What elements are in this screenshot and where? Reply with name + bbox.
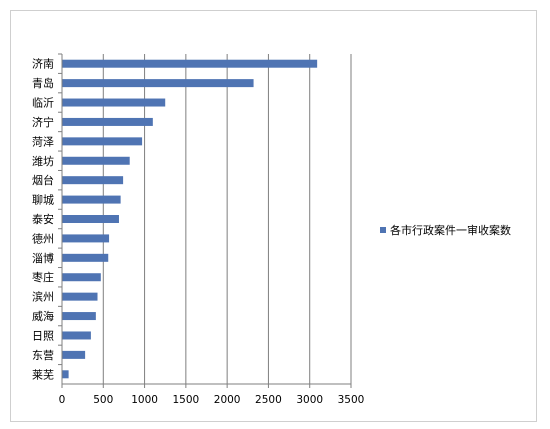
bar-12 <box>62 292 98 301</box>
bar-10 <box>62 253 109 262</box>
axes <box>58 53 352 388</box>
category-label: 日照 <box>32 329 54 342</box>
x-tick-label: 1000 <box>131 394 158 406</box>
legend-swatch <box>380 227 386 233</box>
bar-4 <box>62 137 143 146</box>
bar-2 <box>62 98 166 107</box>
bar-15 <box>62 350 86 359</box>
category-label: 莱芜 <box>32 367 54 381</box>
x-tick-labels: 0 500 1000 1500 2000 2500 3000 3500 <box>59 394 365 406</box>
category-label: 青岛 <box>32 76 54 90</box>
bar-11 <box>62 273 101 282</box>
x-tick-label: 0 <box>59 394 66 406</box>
bar-1 <box>62 79 254 88</box>
x-tick-label: 2500 <box>255 394 282 406</box>
bar-13 <box>62 312 96 321</box>
bar-9 <box>62 234 110 243</box>
bar-6 <box>62 176 124 185</box>
category-label: 临沂 <box>32 96 54 110</box>
category-label: 聊城 <box>32 193 54 207</box>
x-tick-label: 500 <box>93 394 113 406</box>
category-label: 枣庄 <box>32 270 54 284</box>
category-label: 潍坊 <box>32 154 54 168</box>
bar-5 <box>62 156 130 165</box>
category-label: 菏泽 <box>32 135 54 148</box>
category-label: 烟台 <box>32 173 54 187</box>
category-label: 泰安 <box>32 212 54 226</box>
bar-14 <box>62 331 91 340</box>
bar-0 <box>62 59 318 68</box>
legend-label: 各市行政案件一审收案数 <box>390 223 511 237</box>
category-label: 济南 <box>32 57 54 71</box>
bars <box>62 59 318 379</box>
gridlines <box>102 54 352 384</box>
bar-3 <box>62 117 153 126</box>
legend: 各市行政案件一审收案数 <box>380 223 511 237</box>
x-tick-label: 3500 <box>338 394 365 406</box>
x-tick-label: 1500 <box>172 394 199 406</box>
x-tick-label: 3000 <box>296 394 323 406</box>
category-label: 济宁 <box>32 115 54 129</box>
bar-16 <box>62 370 69 379</box>
category-label: 淄博 <box>32 252 54 265</box>
bar-8 <box>62 215 119 223</box>
category-label: 德州 <box>32 231 54 245</box>
x-tick-label: 2000 <box>214 394 241 406</box>
category-label: 东营 <box>32 348 54 362</box>
category-label: 威海 <box>32 309 54 323</box>
category-label: 滨州 <box>32 290 54 304</box>
bar-7 <box>62 195 121 204</box>
